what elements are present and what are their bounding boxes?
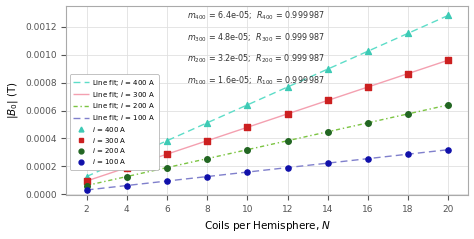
- Point: [445, 148, 452, 152]
- Point: [284, 166, 292, 169]
- Point: [203, 139, 211, 143]
- Point: [364, 85, 372, 89]
- Point: [203, 175, 211, 179]
- Point: [404, 112, 412, 116]
- Point: [324, 67, 331, 71]
- Point: [163, 179, 171, 183]
- Point: [244, 170, 251, 174]
- Point: [404, 72, 412, 76]
- Point: [163, 152, 171, 156]
- Point: [364, 49, 372, 53]
- Point: [364, 121, 372, 125]
- Point: [244, 103, 251, 107]
- Point: [163, 139, 171, 143]
- Point: [123, 175, 130, 179]
- Point: [83, 179, 91, 183]
- Point: [83, 188, 91, 192]
- Text: $m_{200}$ = 3.2e-05;  $R_{200}$ = 0.999 987: $m_{200}$ = 3.2e-05; $R_{200}$ = 0.999 9…: [187, 53, 325, 65]
- Point: [445, 103, 452, 107]
- Point: [324, 98, 331, 102]
- Point: [123, 166, 130, 169]
- Y-axis label: $|B_0|$ (T): $|B_0|$ (T): [6, 81, 19, 119]
- Point: [244, 148, 251, 152]
- Point: [83, 175, 91, 179]
- Point: [404, 152, 412, 156]
- Point: [203, 157, 211, 161]
- Point: [83, 184, 91, 187]
- X-axis label: Coils per Hemisphere, $N$: Coils per Hemisphere, $N$: [204, 219, 331, 234]
- Point: [284, 112, 292, 116]
- Text: $m_{300}$ = 4.8e-05;  $R_{300}$ = 0.999 987: $m_{300}$ = 4.8e-05; $R_{300}$ = 0.999 9…: [187, 31, 325, 44]
- Point: [324, 130, 331, 134]
- Point: [445, 58, 452, 62]
- Point: [364, 157, 372, 161]
- Point: [123, 184, 130, 187]
- Point: [445, 13, 452, 17]
- Point: [404, 31, 412, 35]
- Text: $m_{400}$ = 6.4e-05;  $R_{400}$ = 0.999 987: $m_{400}$ = 6.4e-05; $R_{400}$ = 0.999 9…: [187, 9, 326, 22]
- Point: [203, 121, 211, 125]
- Point: [123, 157, 130, 161]
- Point: [284, 85, 292, 89]
- Legend: Line fit; $i$ = 400 A, Line fit; $i$ = 300 A, Line fit; $i$ = 200 A, Line fit; $: Line fit; $i$ = 400 A, Line fit; $i$ = 3…: [70, 74, 159, 169]
- Point: [324, 161, 331, 165]
- Text: $m_{100}$ = 1.6e-05;  $R_{100}$ = 0.999 987: $m_{100}$ = 1.6e-05; $R_{100}$ = 0.999 9…: [187, 75, 326, 87]
- Point: [284, 139, 292, 143]
- Point: [163, 166, 171, 169]
- Point: [244, 125, 251, 129]
